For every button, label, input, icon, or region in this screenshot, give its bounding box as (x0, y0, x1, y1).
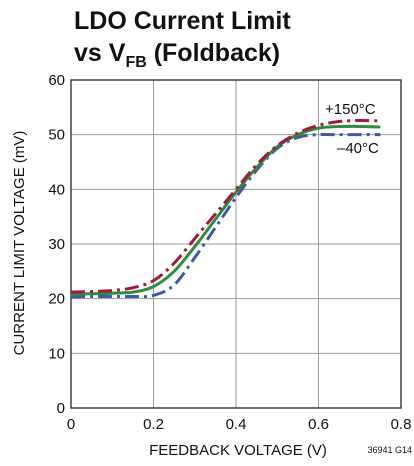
y-tick-label: 60 (48, 72, 65, 89)
x-tick-label: 0.4 (226, 416, 247, 433)
series-layer (70, 118, 381, 299)
x-tick-label: 0.6 (308, 416, 329, 433)
x-axis-label: FEEDBACK VOLTAGE (V) (149, 442, 327, 459)
y-axis-label: CURRENT LIMIT VOLTAGE (mV) (11, 131, 28, 356)
chart-title-line2: vs VFB (Foldback) (74, 39, 280, 71)
y-tick-label: 20 (48, 291, 65, 308)
x-tick-label: 0 (67, 416, 75, 433)
figure-id: 36941 G14 (367, 445, 412, 455)
y-tick-label: 50 (48, 127, 65, 144)
y-tick-label: 10 (48, 345, 65, 362)
annotation-minus40: –40°C (337, 140, 379, 157)
x-tick-label: 0.2 (143, 416, 164, 433)
series-line-2 (70, 132, 381, 299)
tick-labels: 0 0.2 0.4 0.6 0.8 0 10 20 30 40 50 60 (48, 72, 411, 433)
chart-title-line1: LDO Current Limit (74, 7, 291, 35)
plot-frame (70, 79, 402, 409)
grid (70, 79, 402, 409)
y-tick-label: 40 (48, 181, 65, 198)
y-tick-label: 0 (57, 400, 65, 417)
series-line-1 (70, 124, 381, 296)
annotation-plus150: +150°C (325, 101, 376, 118)
series-line-0 (70, 118, 381, 294)
x-tick-label: 0.8 (391, 416, 412, 433)
y-tick-label: 30 (48, 236, 65, 253)
